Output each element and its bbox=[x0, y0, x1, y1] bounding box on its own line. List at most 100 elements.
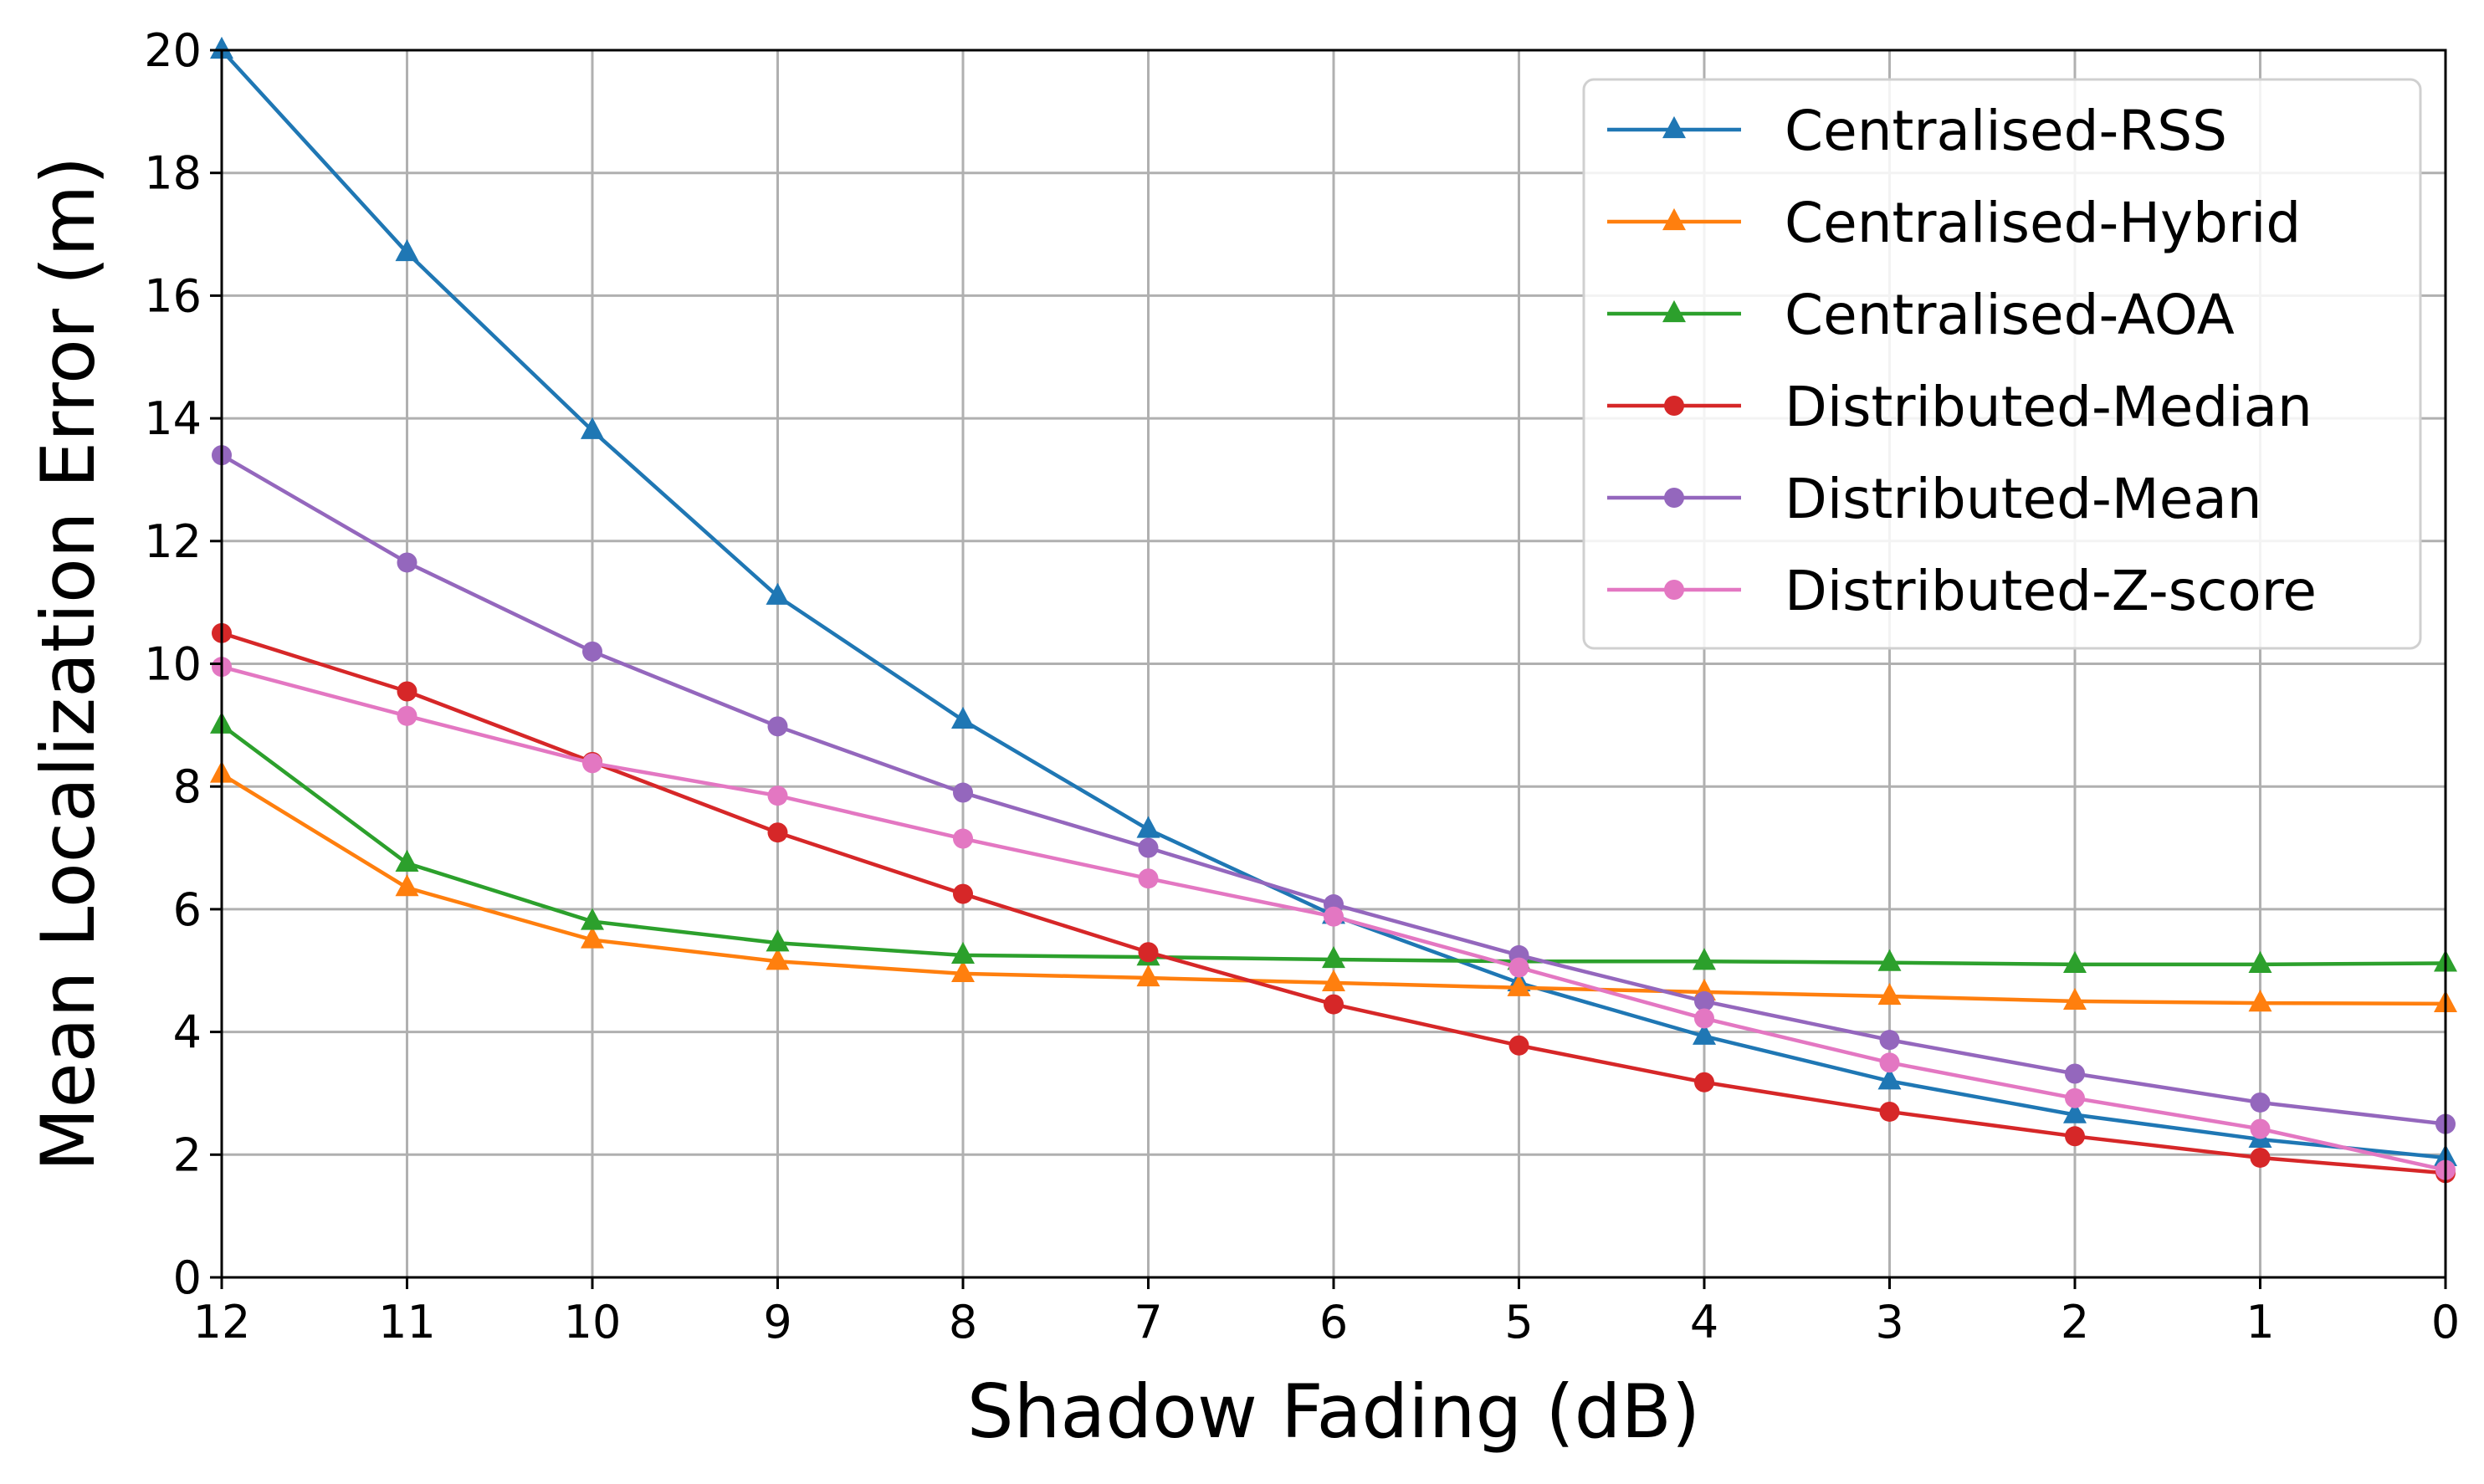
data-point bbox=[2063, 1101, 2087, 1123]
legend-entry: Distributed-Z-score bbox=[1607, 559, 2317, 623]
data-point bbox=[581, 417, 604, 439]
data-point bbox=[766, 948, 790, 970]
data-point bbox=[2065, 1087, 2085, 1108]
x-tick-label: 4 bbox=[1690, 1296, 1718, 1348]
data-point bbox=[1138, 868, 1159, 889]
data-point bbox=[1508, 957, 1529, 978]
series-centralised-hybrid bbox=[210, 760, 2457, 1012]
data-point bbox=[1324, 994, 1344, 1015]
data-point bbox=[1693, 1022, 1716, 1045]
data-point bbox=[582, 753, 602, 774]
y-tick-label: 10 bbox=[144, 638, 202, 691]
x-tick-label: 9 bbox=[763, 1296, 791, 1348]
data-point bbox=[1879, 1030, 1900, 1051]
y-tick-label: 6 bbox=[173, 883, 202, 936]
x-tick-label: 6 bbox=[1319, 1296, 1348, 1348]
x-tick-label: 12 bbox=[193, 1296, 251, 1348]
data-point bbox=[2065, 1063, 2085, 1084]
legend-swatch-marker bbox=[1662, 115, 1686, 139]
legend-swatch-marker bbox=[1662, 299, 1686, 323]
data-point bbox=[581, 926, 604, 949]
data-point bbox=[1136, 964, 1160, 987]
data-point bbox=[1877, 982, 1902, 1006]
data-point bbox=[395, 874, 419, 897]
data-point bbox=[2063, 987, 2087, 1011]
data-point bbox=[582, 641, 602, 662]
data-point bbox=[1507, 974, 1531, 996]
legend-swatch-marker bbox=[1664, 580, 1684, 600]
x-tick-label: 11 bbox=[378, 1296, 436, 1348]
data-point bbox=[2250, 1118, 2271, 1139]
y-tick-label: 4 bbox=[173, 1006, 202, 1059]
data-point bbox=[766, 929, 790, 952]
data-point bbox=[951, 959, 975, 982]
data-point bbox=[1694, 1072, 1714, 1093]
data-point bbox=[767, 785, 788, 806]
data-point bbox=[953, 782, 973, 803]
data-point bbox=[1879, 1101, 1900, 1122]
legend-label: Distributed-Median bbox=[1785, 375, 2312, 439]
data-point bbox=[1138, 942, 1159, 963]
plot-frame bbox=[220, 49, 2447, 1279]
legend-entry: Distributed-Mean bbox=[1607, 467, 2262, 531]
legend: Centralised-RSS Centralised-Hybrid Central… bbox=[1582, 78, 2422, 650]
data-point bbox=[1877, 949, 1902, 971]
data-point bbox=[951, 706, 975, 729]
x-tick-label: 1 bbox=[2246, 1296, 2274, 1348]
legend-label: Centralised-Hybrid bbox=[1785, 191, 2301, 255]
data-point bbox=[2063, 950, 2087, 973]
legend-swatch-marker bbox=[1664, 396, 1684, 416]
x-tick-label: 10 bbox=[564, 1296, 622, 1348]
data-point bbox=[2248, 950, 2272, 973]
data-point bbox=[1322, 969, 1345, 991]
legend-entry: Centralised-RSS bbox=[1607, 99, 2227, 163]
x-axis-title: Shadow Fading (dB) bbox=[967, 1369, 1700, 1455]
data-point bbox=[1694, 990, 1714, 1011]
x-tick-label: 5 bbox=[1504, 1296, 1533, 1348]
legend-label: Distributed-Z-score bbox=[1785, 559, 2317, 623]
data-point bbox=[1508, 1035, 1529, 1056]
data-point bbox=[767, 822, 788, 843]
data-point bbox=[397, 705, 417, 726]
legend-swatch-marker bbox=[1664, 488, 1684, 508]
y-tick-label: 18 bbox=[144, 147, 202, 200]
x-tick-label: 0 bbox=[2431, 1296, 2460, 1348]
y-tick-label: 12 bbox=[144, 515, 202, 568]
data-point bbox=[1694, 1008, 1714, 1029]
legend-entry: Centralised-AOA bbox=[1607, 283, 2235, 347]
y-tick-label: 8 bbox=[173, 760, 202, 813]
data-point bbox=[2250, 1147, 2271, 1168]
data-point bbox=[951, 941, 975, 964]
y-tick-label: 0 bbox=[173, 1251, 202, 1304]
data-point bbox=[395, 238, 419, 262]
data-point bbox=[210, 36, 233, 59]
x-tick-label: 3 bbox=[1875, 1296, 1903, 1348]
data-point bbox=[1138, 837, 1159, 858]
data-point bbox=[1693, 948, 1716, 970]
data-point bbox=[766, 582, 790, 605]
data-point bbox=[1322, 945, 1345, 969]
legend-swatch-marker bbox=[1662, 207, 1686, 231]
data-point bbox=[2250, 1092, 2271, 1113]
series-layer bbox=[210, 36, 2457, 1184]
data-point bbox=[767, 716, 788, 737]
x-tick-label: 2 bbox=[2061, 1296, 2089, 1348]
legend-entry: Distributed-Median bbox=[1607, 375, 2312, 439]
y-tick-label: 2 bbox=[173, 1128, 202, 1181]
data-point bbox=[1136, 816, 1160, 838]
data-point bbox=[2248, 990, 2272, 1012]
data-point bbox=[1879, 1052, 1900, 1073]
data-point bbox=[581, 908, 604, 930]
y-axis-title: Mean Localization Error (m) bbox=[25, 156, 111, 1172]
y-tick-label: 16 bbox=[144, 269, 202, 322]
y-tick-label: 20 bbox=[144, 24, 202, 77]
legend-label: Distributed-Mean bbox=[1785, 467, 2262, 531]
data-point bbox=[397, 681, 417, 702]
x-tick-label: 8 bbox=[949, 1296, 977, 1348]
data-point bbox=[397, 552, 417, 573]
data-point bbox=[1324, 906, 1344, 927]
x-tick-label: 7 bbox=[1134, 1296, 1162, 1348]
